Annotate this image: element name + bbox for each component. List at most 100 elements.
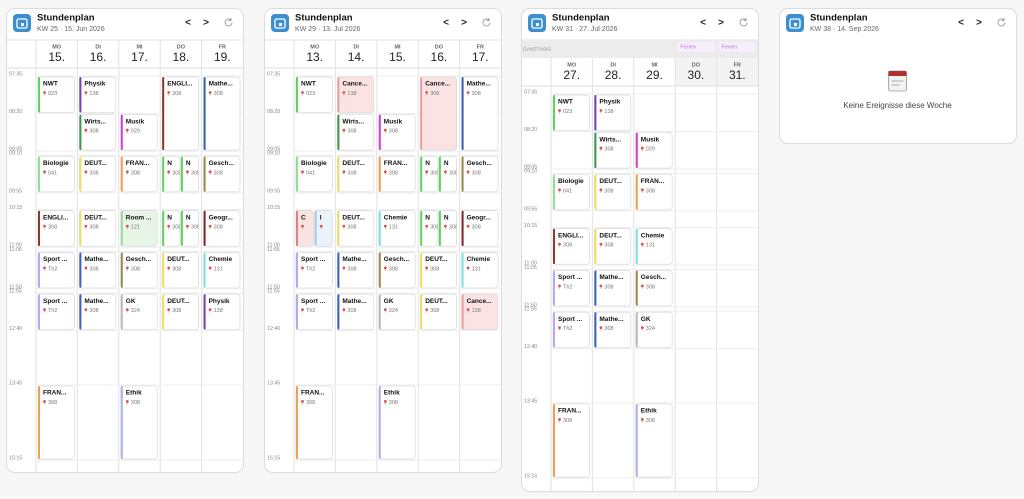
event[interactable]: Biologie 041 [552,173,590,211]
event[interactable]: ENGLI... 308 [552,228,590,265]
event[interactable]: FRAN... 308 [37,385,75,460]
event[interactable]: Gesch... 308 [461,155,499,193]
event[interactable]: Physik 138 [594,94,632,131]
event[interactable]: DEUT... 308 [161,293,199,331]
event[interactable]: Gesch... 308 [120,252,158,289]
event[interactable]: Mathe... 308 [79,252,117,289]
event[interactable]: Mathe... 308 [461,76,499,151]
refresh-button[interactable] [482,18,491,27]
next-button[interactable]: > [976,18,982,29]
event[interactable]: I [314,210,333,247]
event[interactable]: Sport ... Th2 [552,311,590,349]
event[interactable]: Biologie 041 [37,155,75,193]
event[interactable]: ENGLI... 308 [37,210,75,247]
event[interactable]: DEUT... 308 [419,293,457,331]
event[interactable]: Sport ... Th2 [295,293,333,331]
event-color-bar [594,228,597,265]
event[interactable]: DEUT... 308 [419,252,457,289]
event-text: DEUT... 308 [599,232,622,248]
event[interactable]: Cance... 138 [337,76,375,113]
event[interactable]: Physik 138 [203,293,241,331]
event[interactable]: Mathe... 308 [337,252,375,289]
prev-button[interactable]: < [443,18,449,29]
event[interactable]: GK 324 [120,293,158,331]
refresh-button[interactable] [739,18,748,27]
event[interactable]: DEUT... 308 [594,173,632,211]
event[interactable]: GK 324 [635,311,673,349]
event[interactable]: Mathe... 308 [79,293,117,331]
event[interactable]: Sport ... Th2 [37,252,75,289]
prev-button[interactable]: < [958,18,964,29]
app-icon-glyph-dot [21,23,24,26]
event[interactable]: NWT 023 [37,76,75,113]
event[interactable]: FRAN... 308 [120,155,158,193]
event[interactable]: Sport ... Th2 [37,293,75,331]
event[interactable]: DEUT... 308 [79,155,117,193]
event[interactable]: Sport ... Th2 [552,270,590,307]
event-room: 308 [172,91,181,97]
event[interactable]: Cance... 308 [419,76,457,151]
event[interactable]: FRAN... 308 [378,155,416,193]
event[interactable]: Biologie 041 [295,155,333,193]
event[interactable]: Musik 029 [120,114,158,151]
event[interactable]: FRAN... 308 [295,385,333,460]
event[interactable]: Chemie 131 [635,228,673,265]
event[interactable]: Geogr... 308 [203,210,241,247]
prev-button[interactable]: < [700,18,706,29]
event[interactable]: DEUT... 308 [594,228,632,265]
event[interactable]: DEUT... 308 [79,210,117,247]
prev-button[interactable]: < [185,18,191,29]
event[interactable]: Mathe... 308 [594,311,632,349]
event[interactable]: Ethik 308 [635,403,673,478]
event[interactable]: Sport ... Th2 [295,252,333,289]
event[interactable]: FRAN... 308 [552,403,590,478]
event[interactable]: Ethik 308 [378,385,416,460]
event[interactable]: NWT 023 [552,94,590,131]
event[interactable]: Mathe... 308 [203,76,241,151]
event[interactable]: Wirts... 308 [337,114,375,151]
time-label: 11:00 [267,243,280,249]
event[interactable]: DEUT... 308 [337,155,375,193]
event[interactable]: DEUT... 308 [161,252,199,289]
event[interactable]: Gesch... 308 [635,270,673,307]
refresh-button[interactable] [997,18,1006,27]
event[interactable]: C [295,210,315,247]
event[interactable]: Wirts... 308 [79,114,117,151]
next-button[interactable]: > [718,18,724,29]
event[interactable]: Ethik 308 [120,385,158,460]
event[interactable]: Gesch... 308 [378,252,416,289]
event[interactable]: Geogr... 308 [461,210,499,247]
event[interactable]: Mathe... 308 [594,270,632,307]
event[interactable]: Wirts... 308 [594,132,632,169]
event[interactable]: Cance... 138 [461,293,499,331]
allday-label: GANZTÄGIG [523,45,552,52]
event[interactable]: Musik 308 [378,114,416,151]
event-color-bar [180,210,183,247]
next-button[interactable]: > [461,18,467,29]
event[interactable]: Chemie 131 [378,210,416,247]
event-title: Wirts... [84,118,106,125]
event[interactable]: Physik 138 [79,76,117,113]
event[interactable]: Gesch... 308 [203,155,241,193]
next-button[interactable]: > [203,18,209,29]
event[interactable]: DEUT... 308 [337,210,375,247]
refresh-button[interactable] [224,18,233,27]
event[interactable]: GK 324 [378,293,416,331]
event[interactable]: Room ... 121 [120,210,158,247]
event[interactable]: Mathe... 308 [337,293,375,331]
event[interactable]: ENGLI... 308 [161,76,199,151]
event-color-bar [553,312,555,348]
event[interactable]: FRAN... 308 [635,173,673,211]
event[interactable]: NWT 023 [295,76,333,113]
event[interactable]: Musik 029 [635,132,673,169]
event[interactable]: Chemie 131 [461,252,499,289]
event[interactable]: Chemie 131 [203,252,241,289]
